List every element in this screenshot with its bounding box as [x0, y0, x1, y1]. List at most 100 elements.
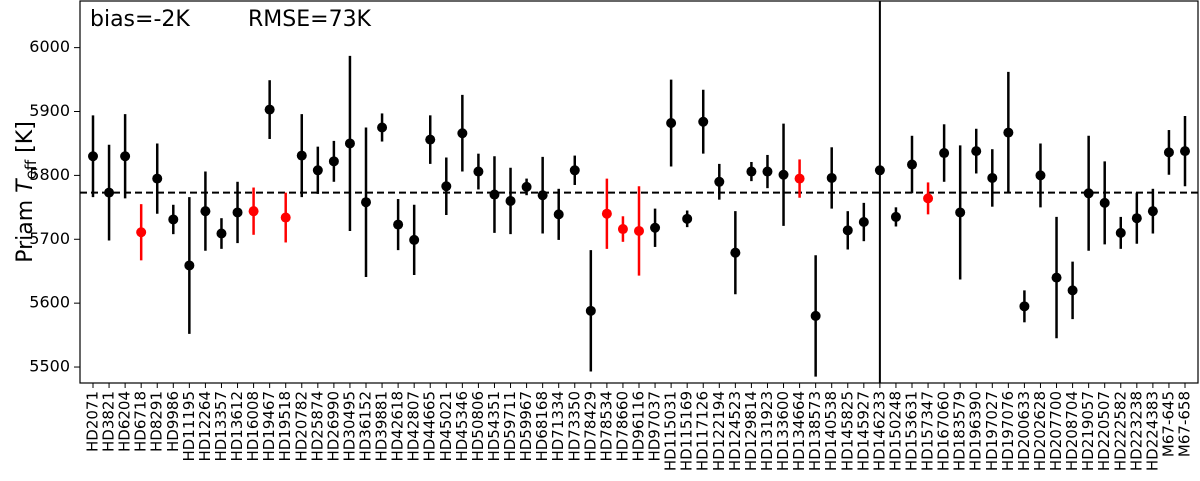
x-tick-label: HD39881 — [373, 391, 391, 462]
x-tick-label: HD134664 — [790, 391, 808, 471]
x-tick-label: HD19467 — [260, 391, 278, 462]
x-tick-label: HD71334 — [549, 391, 567, 462]
data-point — [955, 207, 966, 218]
x-tick-label: HD145825 — [838, 391, 856, 471]
x-tick-label: HD183579 — [951, 391, 969, 471]
data-point — [168, 214, 179, 225]
data-point — [971, 146, 982, 157]
data-point — [1163, 147, 1174, 158]
y-label-symbol: T — [13, 178, 38, 193]
x-tick-label: HD25874 — [308, 391, 326, 462]
data-point — [666, 118, 677, 129]
x-tick-label: HD224383 — [1143, 391, 1161, 471]
x-tick-label: HD8291 — [148, 391, 166, 452]
y-tick-label: 5900 — [29, 101, 70, 120]
x-tick-label: HD13612 — [228, 391, 246, 462]
x-tick-label: HD6718 — [132, 391, 150, 452]
data-point — [714, 176, 725, 187]
data-point — [521, 181, 532, 192]
x-tick-label: HD19518 — [276, 391, 294, 462]
y-axis-label: Priam Teff [K] — [13, 121, 40, 263]
x-tick-label: HD129814 — [742, 391, 760, 471]
x-tick-label: HD197027 — [983, 391, 1001, 471]
data-point — [585, 305, 596, 316]
plot-frame — [79, 0, 1199, 384]
x-tick-label: HD78534 — [597, 391, 615, 462]
x-tick-label: HD223238 — [1127, 391, 1145, 471]
data-point — [377, 122, 388, 133]
data-point — [1035, 170, 1046, 181]
data-point — [505, 195, 516, 206]
x-tick-label: M67-658 — [1176, 391, 1194, 457]
x-tick-label: HD42618 — [389, 391, 407, 462]
annotation: bias=-2K — [90, 7, 190, 32]
data-point — [184, 260, 195, 271]
x-tick-label: M67-645 — [1159, 391, 1177, 457]
data-point — [200, 206, 211, 217]
x-tick-label: HD78660 — [613, 391, 631, 462]
data-point — [264, 104, 275, 115]
x-tick-label: HD131923 — [758, 391, 776, 471]
y-tick-label: 5700 — [29, 229, 70, 248]
x-tick-label: HD3821 — [100, 391, 118, 452]
x-tick-label: HD202628 — [1031, 391, 1049, 471]
x-tick-label: HD11195 — [180, 391, 198, 462]
data-point — [104, 187, 115, 198]
data-point — [746, 166, 757, 177]
annotation: RMSE=73K — [248, 7, 372, 32]
x-tick-label: HD222582 — [1111, 391, 1129, 471]
x-tick-label: HD59711 — [501, 391, 519, 462]
data-point — [88, 151, 98, 162]
x-tick-label: HD157347 — [919, 391, 937, 471]
data-point — [441, 181, 452, 192]
data-point — [1131, 213, 1142, 224]
data-point — [473, 166, 484, 177]
x-tick-label: HD9986 — [164, 391, 182, 452]
data-point — [569, 165, 580, 176]
x-tick-label: HD97037 — [646, 391, 664, 462]
data-point — [987, 172, 998, 183]
x-tick-label: HD12264 — [196, 391, 214, 462]
data-point — [617, 224, 628, 235]
x-tick-label: HD117126 — [694, 391, 712, 471]
data-point — [344, 138, 355, 149]
x-tick-label: HD115031 — [662, 391, 680, 471]
data-point — [1051, 272, 1062, 283]
data-point — [361, 197, 371, 208]
x-tick-label: HD150248 — [886, 391, 904, 471]
x-tick-label: HD73350 — [565, 391, 583, 462]
x-tick-label: HD208704 — [1063, 391, 1081, 471]
x-tick-label: HD44665 — [421, 391, 439, 462]
x-tick-label: HD146233 — [870, 391, 888, 471]
data-point — [1180, 146, 1190, 157]
data-point — [248, 206, 259, 217]
x-tick-label: HD42807 — [405, 391, 423, 462]
data-point — [409, 234, 420, 245]
data-point — [939, 148, 950, 159]
x-tick-label: HD59967 — [517, 391, 535, 462]
x-tick-label: HD96116 — [630, 391, 648, 462]
data-point — [120, 151, 131, 162]
x-tick-label: HD153631 — [903, 391, 921, 471]
x-tick-label: HD133600 — [774, 391, 792, 471]
data-point — [890, 211, 901, 222]
data-point — [923, 193, 934, 204]
data-point — [152, 173, 163, 184]
data-point — [1099, 197, 1110, 208]
x-tick-label: HD13357 — [212, 391, 230, 462]
x-tick-label: HD16008 — [244, 391, 262, 462]
y-tick-label: 5800 — [29, 165, 70, 184]
x-tick-label: HD220507 — [1095, 391, 1113, 471]
data-point — [778, 169, 789, 180]
y-tick-label: 6000 — [29, 37, 70, 56]
data-point — [1115, 227, 1126, 238]
x-tick-label: HD115169 — [678, 391, 696, 471]
data-point — [762, 166, 773, 177]
y-tick-label: 5600 — [29, 293, 70, 312]
data-point — [874, 165, 885, 176]
data-point — [1083, 188, 1094, 199]
data-point — [1067, 285, 1078, 296]
y-label-suffix: [K] — [13, 121, 38, 160]
data-point — [794, 173, 805, 184]
data-point — [280, 212, 291, 223]
